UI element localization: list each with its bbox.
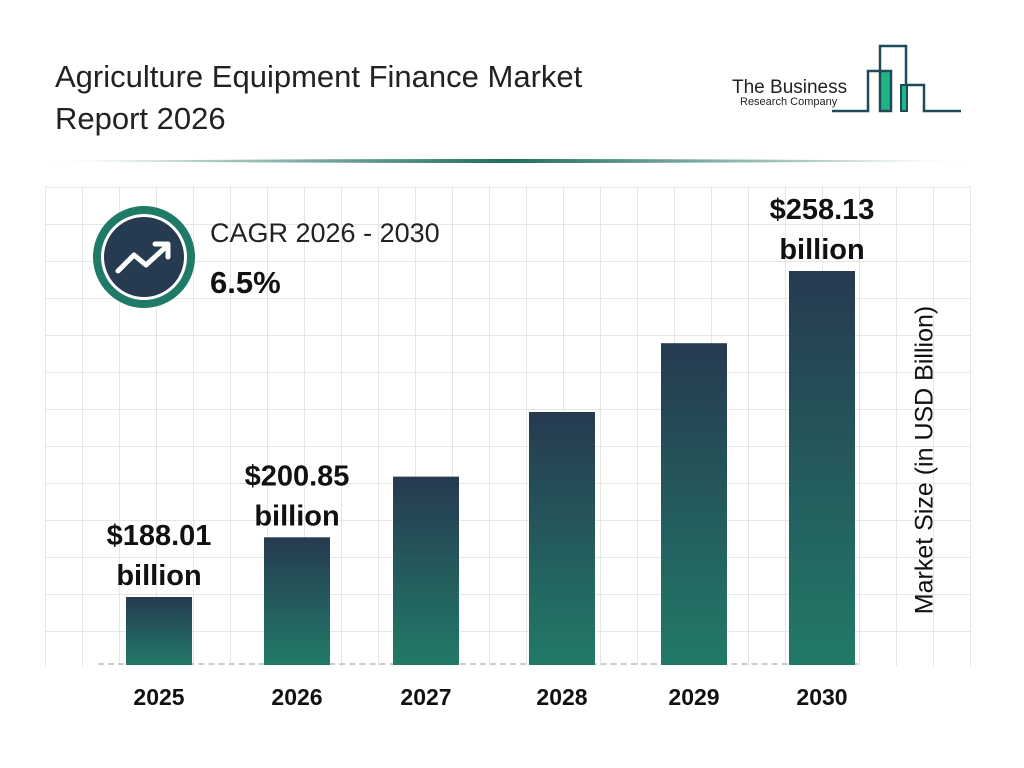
company-logo: The Business Research Company	[720, 40, 970, 125]
trending-up-icon	[93, 206, 195, 308]
bar-2030	[789, 271, 855, 665]
data-label-value: $200.85	[245, 460, 350, 492]
x-tick-label: 2026	[271, 684, 322, 710]
x-tick-label: 2030	[796, 684, 847, 710]
title-divider	[40, 159, 970, 163]
x-tick-label: 2028	[536, 684, 587, 710]
x-tick-label: 2029	[668, 684, 719, 710]
bar-2029	[661, 343, 727, 665]
logo-text-line1: The Business	[732, 77, 847, 98]
bar-2028	[529, 412, 595, 665]
y-axis-label: Market Size (in USD Billion)	[910, 305, 939, 615]
bar-2026	[264, 537, 330, 665]
data-label-unit: billion	[254, 500, 339, 532]
logo-text-line2: Research Company	[740, 96, 838, 108]
cagr-value: 6.5%	[210, 265, 281, 300]
data-label-unit: billion	[779, 234, 864, 266]
cagr-label: CAGR 2026 - 2030	[210, 218, 440, 248]
data-label-value: $258.13	[770, 194, 875, 226]
data-label-unit: billion	[116, 560, 201, 592]
x-tick-label: 2025	[133, 684, 184, 710]
bar-2027	[393, 476, 459, 665]
x-tick-label: 2027	[400, 684, 451, 710]
bar-2025	[126, 597, 192, 665]
data-label-value: $188.01	[107, 520, 212, 552]
chart-title: Agriculture Equipment Finance Market Rep…	[55, 59, 583, 136]
x-axis-baseline	[98, 663, 858, 665]
